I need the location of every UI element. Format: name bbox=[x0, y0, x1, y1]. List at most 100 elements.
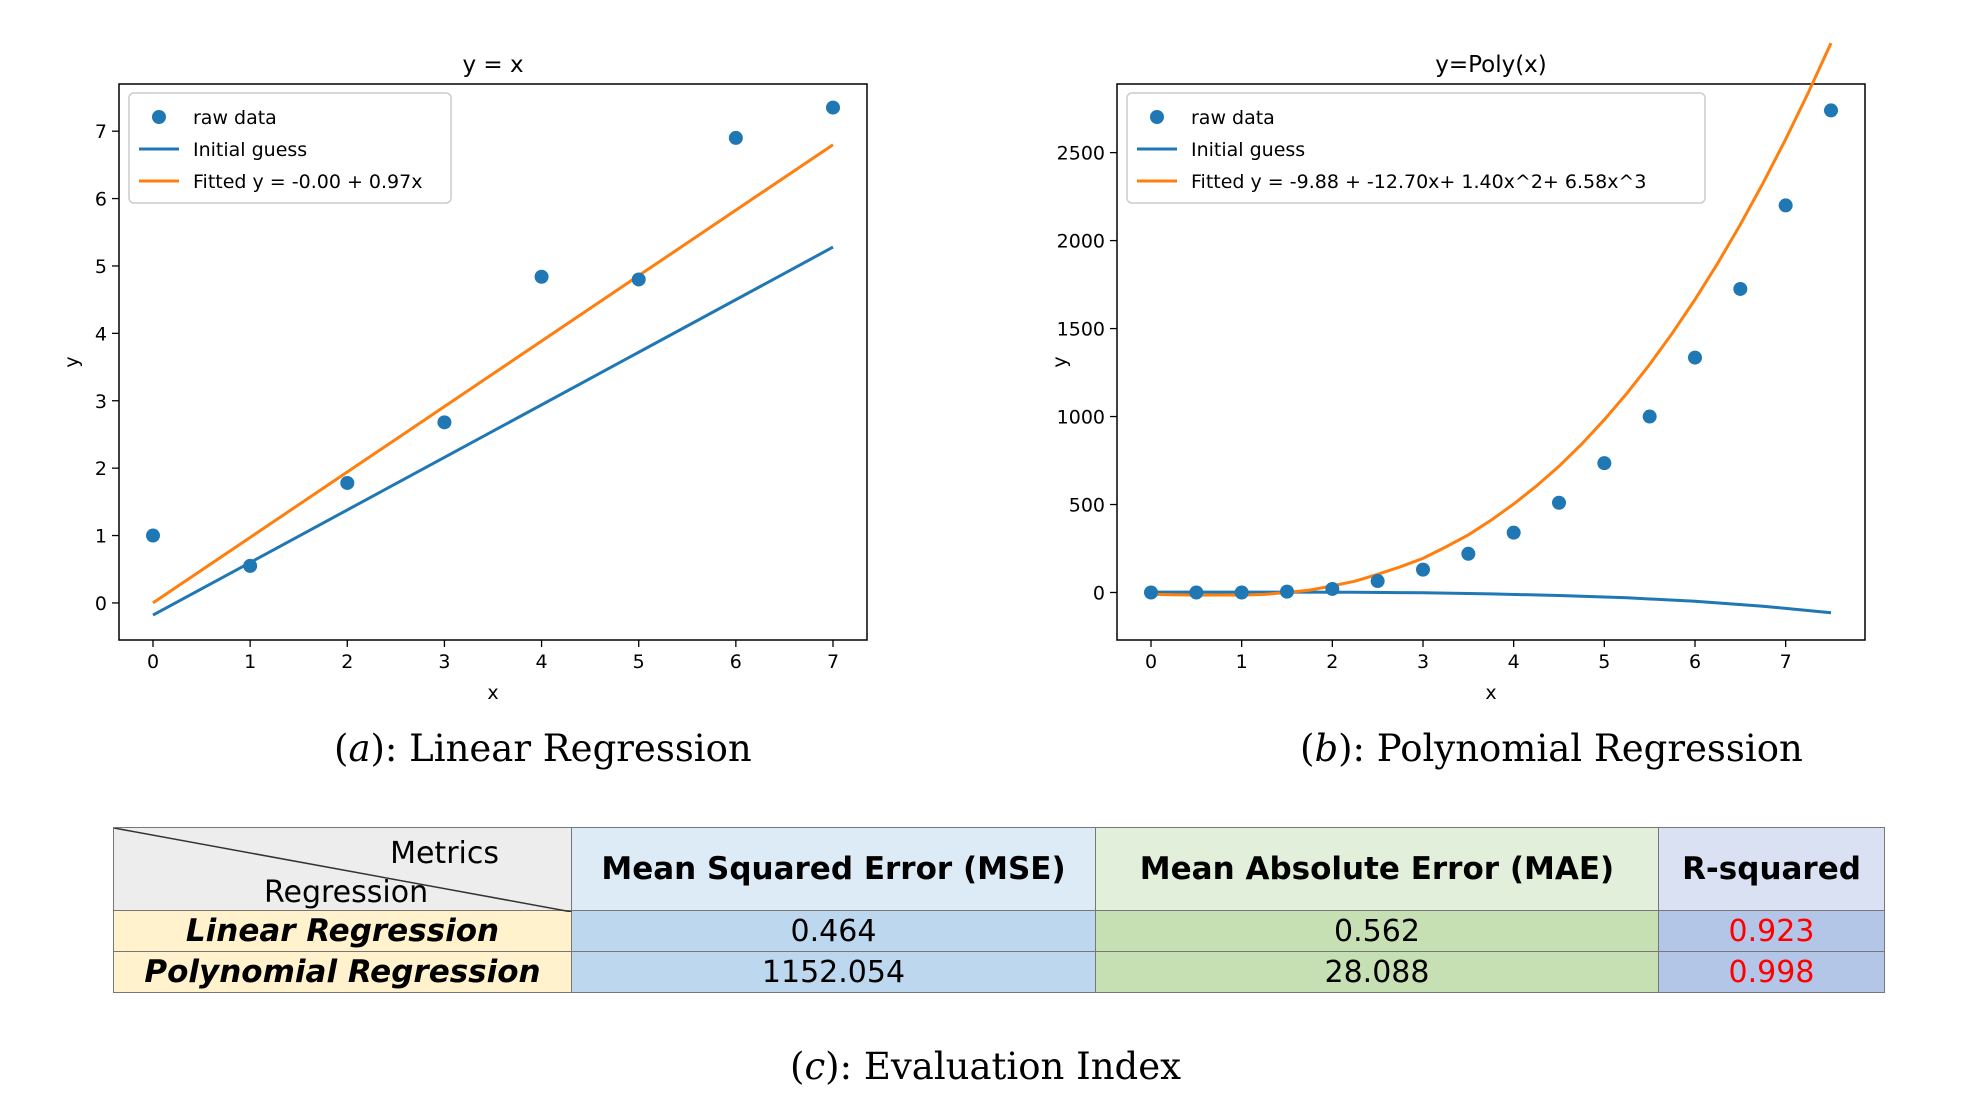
y-tick-label: 1500 bbox=[1057, 319, 1105, 341]
polynomial-regression-plot: 0 1 2 3 4 5 6 7 0 500 1000 1500 2000 2500 y=Poly(x) x y r… bbox=[1049, 42, 1866, 704]
linear-regression-chart: 0 1 2 3 4 5 6 7 0 1 2 3 4 5 6 7 y = x x y raw data Initial g… bbox=[0, 0, 988, 790]
legend-marker bbox=[152, 110, 166, 124]
caption-c-text: Evaluation Index bbox=[863, 1045, 1181, 1088]
chart-title: y = x bbox=[462, 52, 523, 78]
x-tick-label: 1 bbox=[1236, 651, 1248, 673]
corner-diagonal bbox=[114, 828, 572, 912]
data-point bbox=[1416, 562, 1430, 577]
plot-frame bbox=[118, 83, 868, 641]
cell-r-squared: 0.923 bbox=[1658, 910, 1885, 952]
data-point bbox=[243, 558, 258, 573]
y-tick-label: 3 bbox=[95, 391, 107, 413]
caption-a-letter: a bbox=[348, 727, 371, 770]
x-tick-label: 2 bbox=[341, 651, 353, 673]
caption-b-letter: b bbox=[1314, 727, 1339, 770]
evaluation-table: Metrics Regression Mean Squared Error (M… bbox=[113, 827, 1885, 993]
cell-mae: 28.088 bbox=[1095, 951, 1659, 993]
data-point bbox=[826, 100, 840, 115]
data-point bbox=[437, 415, 452, 430]
cell-mse: 0.464 bbox=[571, 910, 1096, 952]
series-line-2 bbox=[1150, 42, 1833, 597]
header-r-squared: R-squared bbox=[1658, 827, 1885, 911]
data-point bbox=[1461, 546, 1476, 561]
legend-label: raw data bbox=[193, 107, 277, 129]
data-point bbox=[1280, 584, 1294, 599]
data-point bbox=[1506, 525, 1521, 540]
y-tick-label: 1 bbox=[95, 526, 107, 548]
x-tick-label: 6 bbox=[730, 651, 742, 673]
data-point bbox=[146, 528, 160, 543]
data-point bbox=[1688, 350, 1702, 365]
y-tick-label: 0 bbox=[1093, 582, 1105, 604]
x-tick-label: 0 bbox=[1145, 651, 1157, 673]
legend-label: Fitted y = -9.88 + -12.70x+ 1.40x^2+ 6.5… bbox=[1191, 171, 1646, 193]
y-tick-label: 7 bbox=[95, 121, 107, 143]
table-header-row: Metrics Regression Mean Squared Error (M… bbox=[113, 827, 1885, 912]
data-point bbox=[1778, 198, 1793, 213]
y-tick-label: 500 bbox=[1069, 495, 1105, 517]
data-point bbox=[631, 272, 646, 287]
polynomial-regression-chart: 0 1 2 3 4 5 6 7 0 500 1000 1500 2000 2500 y=Poly(x) x y r… bbox=[988, 0, 1976, 790]
legend-label: Initial guess bbox=[1191, 139, 1305, 161]
x-tick-label: 4 bbox=[536, 651, 548, 673]
table-row: Polynomial Regression 1152.054 28.088 0.… bbox=[113, 951, 1885, 993]
y-tick-label: 4 bbox=[95, 323, 107, 345]
data-point bbox=[1642, 409, 1657, 424]
y-tick-label: 2000 bbox=[1057, 231, 1105, 253]
data-point bbox=[1597, 456, 1612, 471]
x-axis-label: x bbox=[1485, 682, 1496, 704]
data-point bbox=[340, 475, 355, 490]
y-tick-label: 6 bbox=[95, 189, 107, 211]
data-point bbox=[1824, 103, 1838, 118]
data-point bbox=[1144, 585, 1158, 600]
legend-marker bbox=[1150, 110, 1164, 124]
x-tick-label: 3 bbox=[438, 651, 450, 673]
y-tick-label: 0 bbox=[95, 593, 107, 615]
data-point bbox=[1552, 495, 1566, 510]
table-corner-cell: Metrics Regression bbox=[113, 827, 572, 912]
x-tick-label: 7 bbox=[827, 651, 839, 673]
x-tick-label: 5 bbox=[1598, 651, 1610, 673]
data-point bbox=[1733, 281, 1748, 296]
series-line-2 bbox=[152, 143, 834, 605]
y-tick-label: 2 bbox=[95, 458, 107, 480]
caption-c: (c): Evaluation Index bbox=[790, 1045, 1181, 1088]
cell-mse: 1152.054 bbox=[571, 951, 1096, 993]
caption-b: (b): Polynomial Regression bbox=[1300, 727, 1803, 770]
caption-a-text: Linear Regression bbox=[409, 727, 752, 770]
legend-label: Initial guess bbox=[193, 139, 307, 161]
data-point bbox=[534, 269, 549, 284]
row-label: Linear Regression bbox=[113, 910, 572, 952]
chart-title: y=Poly(x) bbox=[1435, 52, 1547, 78]
header-mse: Mean Squared Error (MSE) bbox=[571, 827, 1096, 911]
legend-box bbox=[1126, 92, 1706, 204]
x-tick-label: 6 bbox=[1689, 651, 1701, 673]
plot-frame bbox=[1116, 83, 1866, 641]
corner-metrics-label: Metrics bbox=[390, 836, 499, 871]
cell-r-squared: 0.998 bbox=[1658, 951, 1885, 993]
y-tick-label: 1000 bbox=[1057, 407, 1105, 429]
data-point bbox=[1234, 585, 1249, 600]
series-line-1 bbox=[1151, 590, 1832, 615]
x-tick-label: 0 bbox=[147, 651, 159, 673]
x-tick-label: 7 bbox=[1780, 651, 1792, 673]
y-axis-label: y bbox=[1049, 356, 1071, 367]
x-tick-label: 2 bbox=[1326, 651, 1338, 673]
data-point bbox=[1325, 581, 1340, 596]
x-tick-label: 5 bbox=[633, 651, 645, 673]
legend-label: Fitted y = -0.00 + 0.97x bbox=[193, 171, 422, 193]
caption-b-text: Polynomial Regression bbox=[1376, 727, 1803, 770]
table-row: Linear Regression 0.464 0.562 0.923 bbox=[113, 910, 1885, 952]
cell-mae: 0.562 bbox=[1095, 910, 1659, 952]
x-tick-label: 1 bbox=[244, 651, 256, 673]
header-mae: Mean Absolute Error (MAE) bbox=[1095, 827, 1659, 911]
caption-a: (a): Linear Regression bbox=[334, 727, 752, 770]
linear-regression-plot: 0 1 2 3 4 5 6 7 0 1 2 3 4 5 6 7 y = x x y raw data Initial g… bbox=[61, 52, 868, 704]
x-axis-label: x bbox=[487, 682, 498, 704]
row-label: Polynomial Regression bbox=[113, 951, 572, 993]
data-point bbox=[1370, 574, 1385, 589]
caption-c-letter: c bbox=[804, 1045, 826, 1088]
legend-box bbox=[128, 92, 452, 204]
x-tick-label: 3 bbox=[1417, 651, 1429, 673]
corner-regression-label: Regression bbox=[264, 875, 429, 910]
